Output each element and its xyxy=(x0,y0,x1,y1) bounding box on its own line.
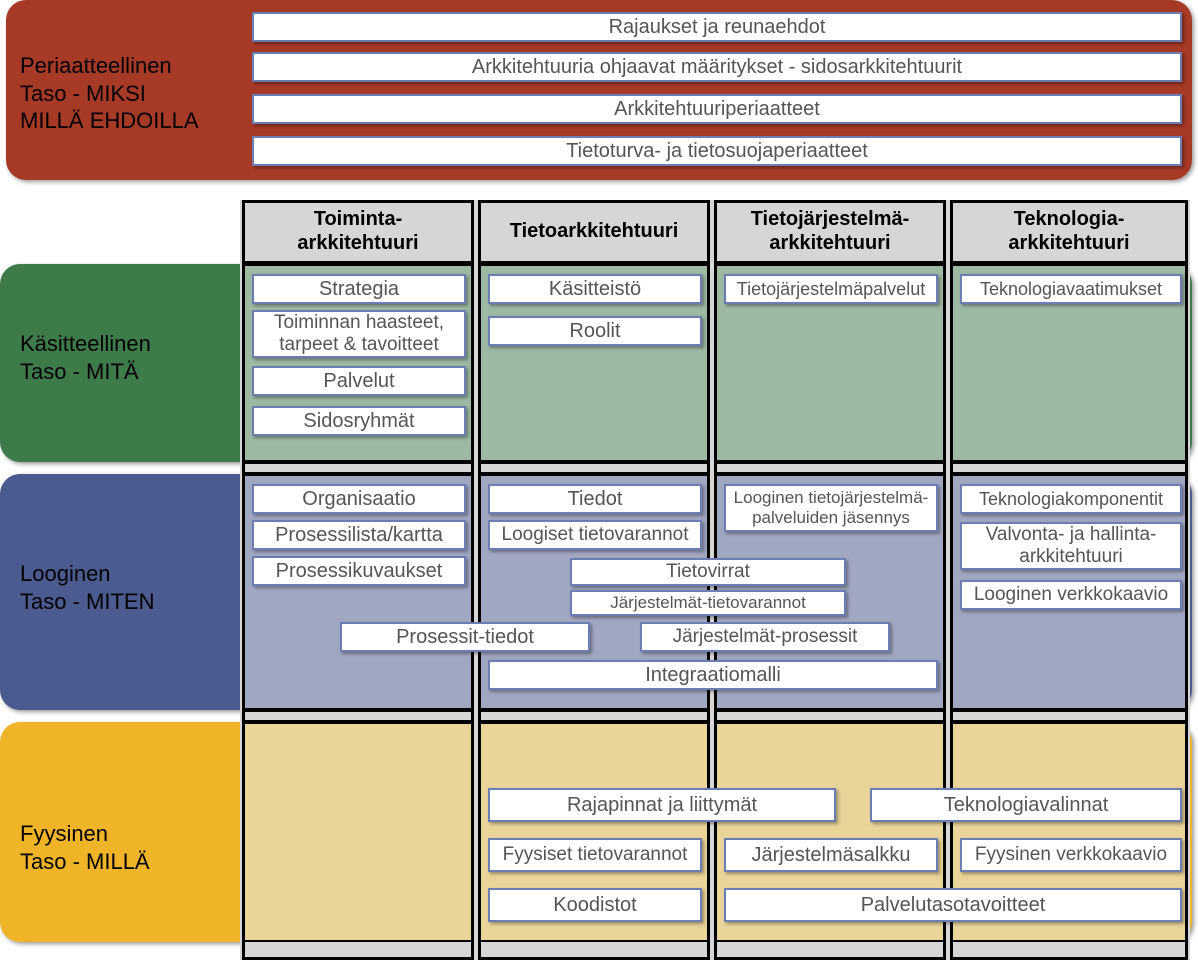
item-box: Käsitteistö xyxy=(488,274,702,304)
item-box: Strategia xyxy=(252,274,466,304)
item-box: Teknologiavaatimukset xyxy=(960,274,1182,304)
item-box: Prosessilista/kartta xyxy=(252,520,466,550)
item-box: Looginen tietojärjestelmä- palveluiden j… xyxy=(724,484,938,532)
item-box: Rajaukset ja reunaehdot xyxy=(252,12,1182,42)
item-box: Palvelutasotavoitteet xyxy=(724,888,1182,922)
item-box: Teknologiakomponentit xyxy=(960,484,1182,514)
item-box: Integraatiomalli xyxy=(488,660,938,690)
item-box: Tietoturva- ja tietosuojaperiaatteet xyxy=(252,136,1182,166)
item-box: Fyysiset tietovarannot xyxy=(488,838,702,872)
item-box: Arkkitehtuuria ohjaavat määritykset - si… xyxy=(252,52,1182,82)
layer-label-physical: Fyysinen Taso - MILLÄ xyxy=(20,820,150,875)
item-box: Sidosryhmät xyxy=(252,406,466,436)
item-box: Loogiset tietovarannot xyxy=(488,520,702,550)
item-box: Prosessit-tiedot xyxy=(340,622,590,652)
item-box: Järjestelmät-tietovarannot xyxy=(570,590,846,616)
item-box: Tiedot xyxy=(488,484,702,514)
item-box: Arkkitehtuuriperiaatteet xyxy=(252,94,1182,124)
item-box: Organisaatio xyxy=(252,484,466,514)
item-box: Valvonta- ja hallinta- arkkitehtuuri xyxy=(960,522,1182,570)
item-box: Koodistot xyxy=(488,888,702,922)
item-box: Rajapinnat ja liittymät xyxy=(488,788,836,822)
item-box: Prosessikuvaukset xyxy=(252,556,466,586)
diagram-canvas: Toiminta- arkkitehtuuriTietoarkkitehtuur… xyxy=(0,0,1198,961)
item-box: Looginen verkkokaavio xyxy=(960,580,1182,610)
item-box: Palvelut xyxy=(252,366,466,396)
item-box: Roolit xyxy=(488,316,702,346)
item-box: Toiminnan haasteet, tarpeet & tavoitteet xyxy=(252,310,466,358)
item-box: Järjestelmäsalkku xyxy=(724,838,938,872)
item-box: Teknologiavalinnat xyxy=(870,788,1182,822)
item-box: Tietovirrat xyxy=(570,558,846,586)
layer-label-logical: Looginen Taso - MITEN xyxy=(20,560,154,615)
layer-label-principle: Periaatteellinen Taso - MIKSI MILLÄ EHDO… xyxy=(20,52,199,135)
item-box: Järjestelmät-prosessit xyxy=(640,622,890,652)
item-box: Tietojärjestelmäpalvelut xyxy=(724,274,938,304)
item-box: Fyysinen verkkokaavio xyxy=(960,838,1182,872)
layer-label-conceptual: Käsitteellinen Taso - MITÄ xyxy=(20,330,151,385)
